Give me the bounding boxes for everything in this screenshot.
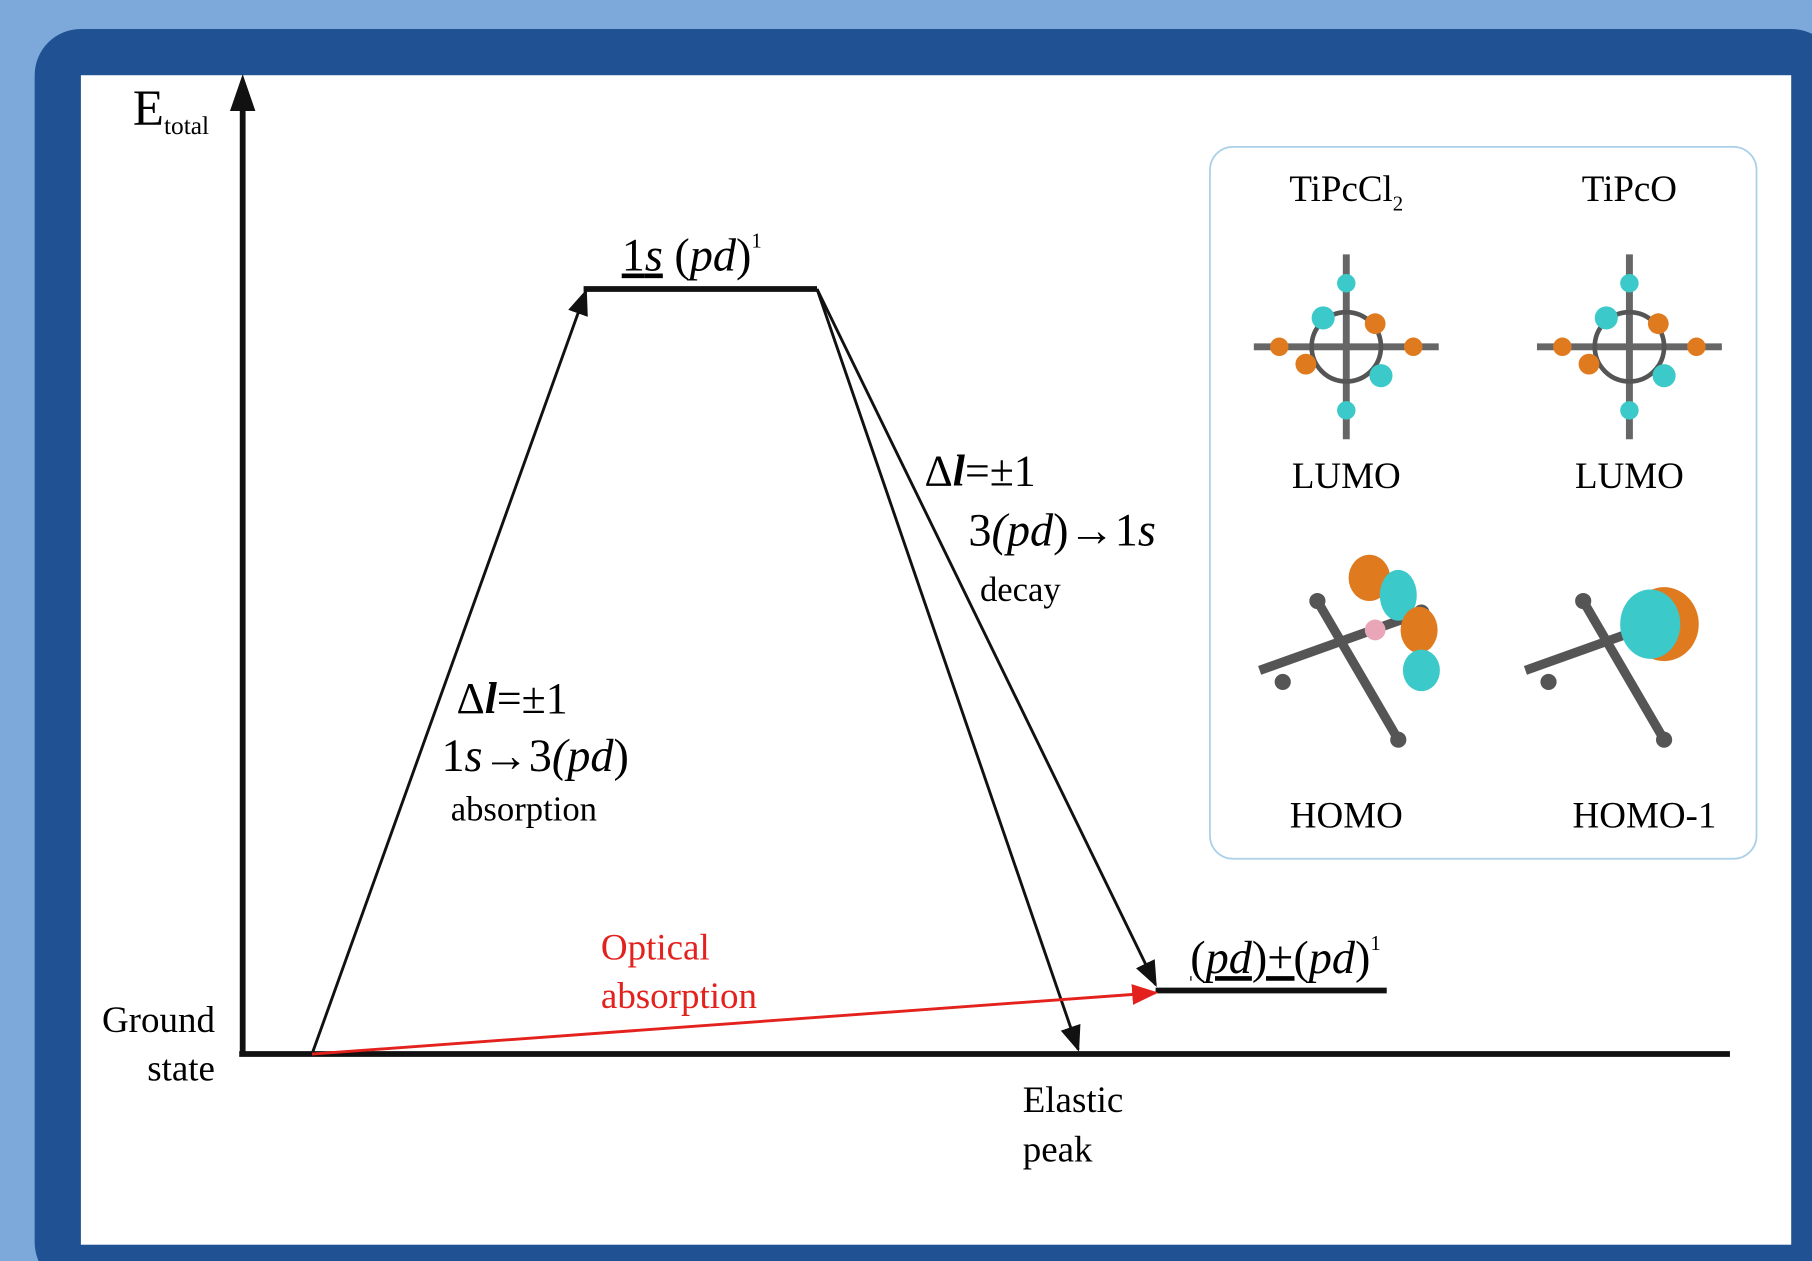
elastic-label: Elastic [1023, 1079, 1124, 1120]
absorption-transition: 1s→3(pd) [441, 730, 628, 781]
orbital-label: LUMO [1575, 455, 1684, 496]
text-part: 1 [751, 229, 761, 252]
text-part: =±1 [497, 675, 568, 723]
text-part: l [953, 447, 966, 495]
page: {"y_axis_label": {"main": "E", "sub": "t… [0, 0, 1812, 1261]
diagram: Etotal Ground state 1s (pd)1 (pd)+(pd)1 … [0, 0, 1812, 1261]
molecule-title: TiPcO [1582, 168, 1677, 209]
text-part: )+( [1252, 932, 1309, 983]
optical-label: Optical [601, 926, 710, 967]
absorption-caption: absorption [451, 791, 597, 829]
optical-label: absorption [601, 975, 757, 1016]
text-part: s [465, 730, 483, 781]
final-label: (pd)+(pd)1 [1190, 932, 1381, 983]
text-part: l [485, 675, 498, 723]
molecule-title: TiPcCl2 [1289, 168, 1403, 215]
text-part: →3 [483, 730, 552, 781]
text-part: pd [1203, 932, 1253, 983]
excited-label: 1s (pd)1 [622, 229, 762, 280]
text-part: ) [736, 230, 751, 281]
ground-label: Ground [102, 999, 215, 1040]
text-part: s [645, 230, 663, 281]
orbital-label: LUMO [1292, 455, 1401, 496]
text-part: ) [614, 730, 629, 781]
text-part: TiPcCl [1289, 168, 1392, 209]
text-part: pd [687, 230, 737, 281]
text-part: ( [1190, 932, 1205, 983]
text-part: 1 [441, 730, 464, 781]
decay-caption: decay [980, 571, 1061, 609]
text-part: (pd [992, 505, 1055, 556]
text-part: =±1 [965, 447, 1036, 495]
text-part: (pd [552, 730, 615, 781]
text-part: pd [1306, 932, 1356, 983]
text-part: 1 [1370, 932, 1380, 955]
text-part: total [164, 112, 209, 140]
absorption-rule: Δl=±1 [456, 675, 567, 723]
decay-rule: Δl=±1 [924, 447, 1035, 495]
ground-label: state [147, 1048, 215, 1089]
orbital-label: HOMO [1290, 795, 1403, 836]
text-part: 1 [622, 230, 645, 281]
decay-transition: 3(pd)→1s [968, 505, 1155, 556]
text-part: 3 [968, 505, 991, 556]
text-part: ) [1355, 932, 1370, 983]
text-part: s [1138, 505, 1156, 556]
text-part: E [133, 80, 164, 136]
orbital-label: HOMO-1 [1573, 795, 1717, 836]
text-part: Δ [924, 447, 952, 495]
inset-box [1210, 147, 1757, 859]
text-part: )→1 [1053, 505, 1138, 556]
elastic-label: peak [1023, 1129, 1093, 1170]
text-part: ( [663, 230, 690, 281]
text-part: 2 [1393, 192, 1403, 215]
text-part: Δ [456, 675, 484, 723]
